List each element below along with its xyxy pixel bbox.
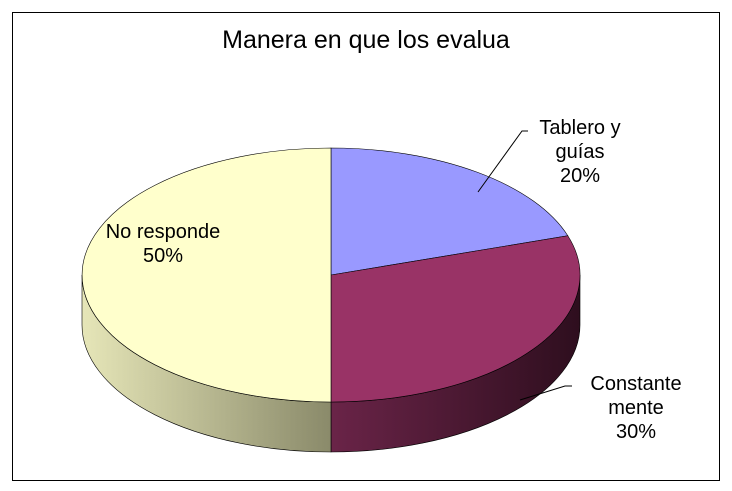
data-label: Constante mente 30% — [572, 372, 700, 444]
chart-title: Manera en que los evalua — [222, 26, 510, 54]
data-label: Tablero y guías 20% — [528, 116, 632, 188]
pie-slice — [81, 147, 332, 403]
category-label: No responde — [105, 221, 221, 243]
leader-line — [519, 385, 572, 401]
data-label: No responde 50% — [104, 220, 222, 268]
category-label: Constante mente — [590, 373, 682, 419]
value-label: 30% — [615, 421, 657, 443]
pie-slice — [330, 147, 569, 276]
value-label: 50% — [142, 245, 184, 267]
value-label: 20% — [559, 165, 601, 187]
leader-line — [477, 130, 528, 193]
category-label: Tablero y guías — [539, 117, 621, 163]
pie-slice — [330, 235, 581, 403]
